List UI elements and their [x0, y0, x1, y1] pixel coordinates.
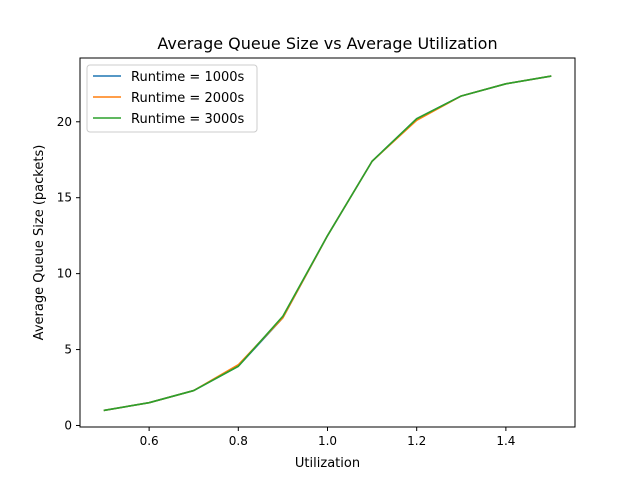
x-axis-label: Utilization [295, 456, 360, 471]
legend: Runtime = 1000s Runtime = 2000s Runtime = … [86, 64, 258, 133]
x-tick-label: 1.4 [496, 434, 515, 448]
y-tick-label: 5 [64, 343, 72, 357]
legend-box [86, 64, 258, 133]
legend-entries: Runtime = 1000s Runtime = 2000s Runtime = … [93, 70, 245, 127]
x-tick-label: 0.8 [229, 434, 248, 448]
legend-label-1: Runtime = 1000s [131, 70, 245, 85]
y-axis-label: Average Queue Size (packets) [32, 145, 47, 341]
x-tick-label: 0.6 [140, 434, 159, 448]
series-line-3 [103, 75, 552, 412]
legend-label-2: Runtime = 2000s [131, 91, 245, 106]
legend-label-3: Runtime = 3000s [131, 112, 245, 127]
lines-layer [103, 75, 552, 412]
x-tick-label: 1.2 [407, 434, 426, 448]
y-tick-label: 0 [64, 418, 72, 432]
plot-frame [79, 57, 576, 428]
y-tick-label: 20 [57, 115, 72, 129]
y-tick-label: 10 [57, 267, 72, 281]
chart-title: Average Queue Size vs Average Utilizatio… [157, 34, 497, 53]
y-tick-label: 15 [57, 191, 72, 205]
x-tick-label: 1.0 [318, 434, 337, 448]
ticks-layer: 0.6 0.8 1.0 1.2 1.4 0 5 10 15 20 [57, 115, 516, 448]
